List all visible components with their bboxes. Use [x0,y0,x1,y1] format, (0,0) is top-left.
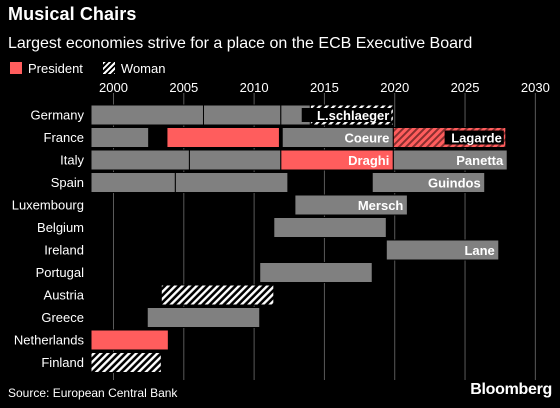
legend-swatch-woman [102,62,115,74]
term-bar [146,307,261,328]
legend-swatch-president [10,62,22,74]
x-tick-label: 2025 [451,80,480,95]
term-bar [202,104,282,126]
term-label: Lane [464,243,494,258]
term-bar [174,172,289,193]
term-bar [188,149,282,171]
chart-legend: President Woman [10,60,185,76]
term-labels: L.schlaeger Coeure Lagarde Draghi Panetta Gui… [301,108,504,258]
term-bar [160,284,275,306]
term-bar [259,262,373,283]
x-tick-label: 2020 [380,80,409,95]
category-label: Luxembourg [12,198,84,213]
term-bar [90,352,162,373]
legend-label-president: President [28,60,83,76]
term-bar [90,329,169,351]
term-bar [90,127,150,148]
category-label: Netherlands [14,333,85,348]
term-label-background [444,130,504,145]
term-label-background [301,108,392,122]
category-label: Germany [31,108,85,123]
term-bar [294,194,408,216]
term-bar [90,104,204,126]
term-bar [273,217,387,238]
term-bar [371,172,486,193]
term-label: Panetta [456,153,504,168]
term-label: Coeure [345,131,390,146]
term-label: Draghi [348,153,389,168]
chart-title: Musical Chairs [8,4,137,24]
category-label: Ireland [44,243,84,258]
x-tick-label: 2005 [169,80,198,95]
category-label: Spain [51,175,84,190]
category-label: Italy [60,153,84,168]
source-note: Source: European Central Bank [8,386,178,400]
term-label: Guindos [428,176,481,191]
legend-label-woman: Woman [120,60,166,76]
x-tick-label: 2030 [521,80,550,95]
x-axis-ticks: 2000 2005 2010 2015 2020 2025 2030 [99,80,550,95]
x-tick-label: 2000 [99,80,128,95]
category-label: Austria [44,288,85,303]
term-label: L.schlaeger [317,108,389,123]
category-label: Belgium [37,220,84,235]
legend-item-president: President [10,61,83,76]
bloomberg-logo: Bloomberg [470,381,552,398]
term-label: Mersch [358,198,404,213]
legend-item-woman: Woman [102,60,166,76]
y-axis-categories: Germany France Italy Spain Luxembourg Belgium… [12,108,85,371]
term-bar [90,149,190,171]
term-bar [90,172,176,193]
x-tick-label: 2010 [240,80,269,95]
category-label: Finland [41,355,84,370]
term-bars [90,104,508,373]
category-label: Portugal [36,265,85,280]
x-tick-label: 2015 [310,80,339,95]
term-bar [385,239,500,261]
term-bar [166,127,280,148]
category-label: Greece [41,310,84,325]
chart-subtitle: Largest economies strive for a place on … [8,35,473,52]
term-label: Lagarde [451,131,502,146]
category-label: France [44,130,84,145]
term-bar [392,149,508,171]
